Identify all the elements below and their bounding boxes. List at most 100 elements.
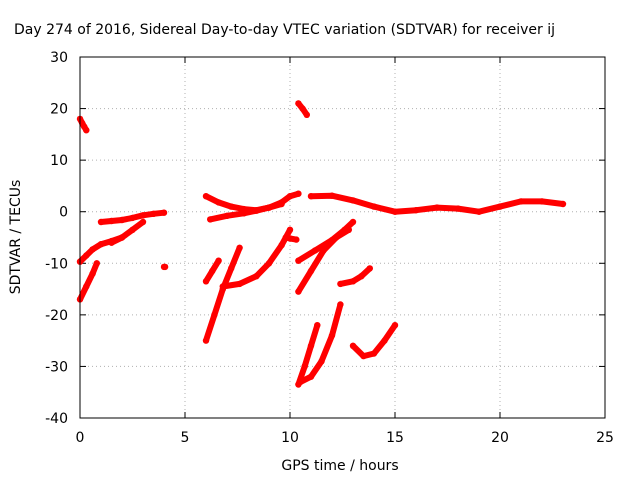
data-point xyxy=(328,332,336,339)
data-point xyxy=(139,218,147,226)
data-point xyxy=(328,192,336,199)
y-tick-label: -40 xyxy=(45,411,68,427)
y-tick-label: -30 xyxy=(45,359,68,375)
data-point xyxy=(381,337,388,344)
data-series-9 xyxy=(202,257,222,285)
data-point xyxy=(391,208,399,215)
series-trace xyxy=(203,244,243,344)
data-point xyxy=(265,260,273,267)
data-series-17 xyxy=(297,301,344,386)
data-point xyxy=(312,247,319,254)
data-series-8 xyxy=(207,190,302,223)
data-point xyxy=(559,200,567,208)
data-series-6 xyxy=(160,263,169,271)
data-point xyxy=(278,199,285,206)
data-point xyxy=(129,214,136,222)
data-point xyxy=(253,207,260,214)
data-series-10 xyxy=(202,244,243,344)
y-tick-label: 10 xyxy=(50,153,68,169)
data-point xyxy=(108,217,115,225)
data-point xyxy=(370,203,378,210)
data-series-1 xyxy=(76,115,90,134)
data-series-4 xyxy=(97,209,168,226)
data-point xyxy=(349,218,357,226)
axis-ticks xyxy=(79,56,606,419)
data-point xyxy=(286,193,294,200)
data-point xyxy=(333,234,340,241)
data-point xyxy=(228,265,235,272)
data-point xyxy=(295,190,302,197)
data-point xyxy=(139,212,147,219)
series-trace xyxy=(108,219,146,246)
data-point xyxy=(207,216,214,223)
series-trace xyxy=(337,265,373,287)
data-point xyxy=(412,207,420,214)
data-point xyxy=(83,283,90,290)
x-tick-label: 5 xyxy=(181,430,190,446)
y-tick-label: -20 xyxy=(45,308,68,324)
data-point xyxy=(391,322,399,329)
data-point xyxy=(307,373,315,380)
grid-lines xyxy=(80,57,605,418)
data-point xyxy=(228,203,235,210)
data-point xyxy=(295,257,302,264)
data-point xyxy=(215,257,222,264)
data-point xyxy=(83,252,90,259)
data-point xyxy=(236,244,243,251)
data-series-3 xyxy=(76,260,101,303)
data-point xyxy=(538,198,546,205)
data-point xyxy=(366,265,373,272)
data-point xyxy=(358,273,365,280)
data-point xyxy=(209,267,216,275)
data-point xyxy=(211,311,218,319)
data-point xyxy=(295,100,302,107)
data-point xyxy=(223,212,231,219)
data-point xyxy=(219,283,226,290)
data-point xyxy=(150,210,157,217)
data-series-18 xyxy=(307,192,567,215)
data-point xyxy=(83,127,90,134)
data-point xyxy=(108,239,115,246)
data-point xyxy=(337,301,344,308)
data-point xyxy=(297,378,304,386)
data-point xyxy=(320,247,327,254)
data-point xyxy=(286,226,294,233)
data-point xyxy=(349,342,357,349)
data-point xyxy=(129,226,136,233)
data-point xyxy=(370,350,378,357)
data-point xyxy=(307,267,315,275)
data-point xyxy=(293,236,300,243)
data-series-15 xyxy=(295,226,352,295)
y-axis-label: SDTVAR / TECUs xyxy=(8,180,24,295)
series-trace xyxy=(295,322,321,388)
x-tick-label: 10 xyxy=(281,430,299,446)
data-point xyxy=(349,197,357,204)
data-point xyxy=(89,270,96,277)
data-point xyxy=(278,242,285,249)
data-point xyxy=(307,342,315,349)
data-point xyxy=(97,241,105,248)
data-point xyxy=(236,280,243,288)
data-point xyxy=(433,204,441,211)
data-series-5 xyxy=(108,218,147,246)
x-tick-label: 15 xyxy=(386,430,404,446)
data-point xyxy=(265,204,273,211)
data-point xyxy=(303,111,310,119)
data-series-11 xyxy=(219,226,294,290)
data-point xyxy=(253,273,260,280)
y-tick-label: 20 xyxy=(50,102,68,118)
data-point xyxy=(349,278,357,285)
data-point xyxy=(97,218,105,226)
data-point xyxy=(202,193,210,200)
data-point xyxy=(475,208,483,215)
data-point xyxy=(240,210,247,217)
x-tick-label: 0 xyxy=(76,430,85,446)
data-point xyxy=(160,209,168,216)
data-point xyxy=(318,358,325,365)
y-tick-label: 0 xyxy=(59,205,68,221)
plot-frame xyxy=(79,56,606,419)
data-point xyxy=(118,216,126,224)
data-point xyxy=(337,280,344,288)
y-tick-label: -10 xyxy=(45,256,68,272)
